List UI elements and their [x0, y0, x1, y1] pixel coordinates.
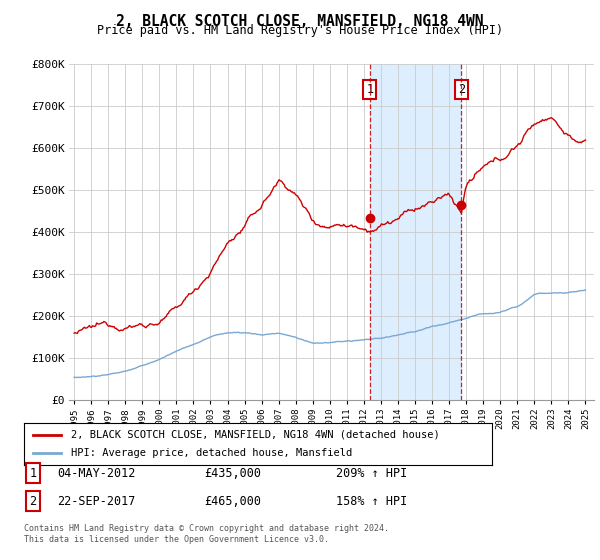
Text: 2: 2 — [458, 83, 465, 96]
Text: 2, BLACK SCOTCH CLOSE, MANSFIELD, NG18 4WN (detached house): 2, BLACK SCOTCH CLOSE, MANSFIELD, NG18 4… — [71, 430, 440, 440]
Text: £465,000: £465,000 — [204, 494, 261, 508]
Text: 158% ↑ HPI: 158% ↑ HPI — [336, 494, 407, 508]
Text: 22-SEP-2017: 22-SEP-2017 — [57, 494, 136, 508]
Text: 04-MAY-2012: 04-MAY-2012 — [57, 466, 136, 480]
Text: Contains HM Land Registry data © Crown copyright and database right 2024.: Contains HM Land Registry data © Crown c… — [24, 524, 389, 533]
Text: £435,000: £435,000 — [204, 466, 261, 480]
Text: This data is licensed under the Open Government Licence v3.0.: This data is licensed under the Open Gov… — [24, 535, 329, 544]
Text: 1: 1 — [366, 83, 373, 96]
Text: Price paid vs. HM Land Registry's House Price Index (HPI): Price paid vs. HM Land Registry's House … — [97, 24, 503, 36]
Text: 2, BLACK SCOTCH CLOSE, MANSFIELD, NG18 4WN: 2, BLACK SCOTCH CLOSE, MANSFIELD, NG18 4… — [116, 14, 484, 29]
Text: 209% ↑ HPI: 209% ↑ HPI — [336, 466, 407, 480]
Bar — [370, 64, 461, 400]
Text: HPI: Average price, detached house, Mansfield: HPI: Average price, detached house, Mans… — [71, 448, 352, 458]
Text: 1: 1 — [29, 466, 37, 480]
Text: 2: 2 — [29, 494, 37, 508]
